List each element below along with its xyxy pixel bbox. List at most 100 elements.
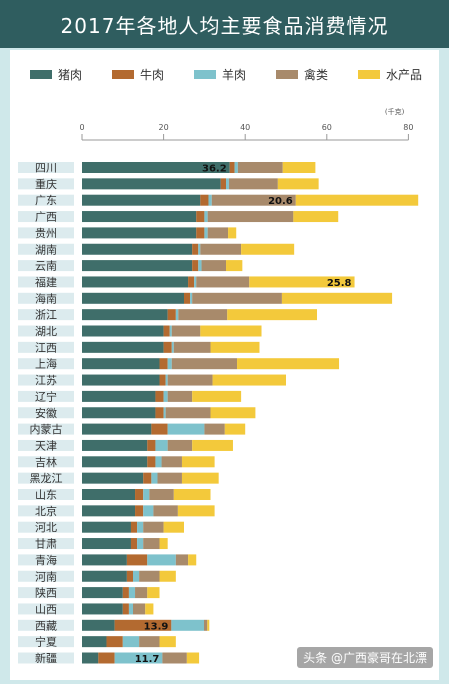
category-label-14: 江苏 [35, 374, 57, 387]
bar-2-1 [82, 178, 221, 190]
bar-21-4 [149, 489, 174, 500]
bar-26-4 [139, 570, 160, 582]
category-label-25: 青海 [35, 553, 57, 567]
bar-28-3 [128, 603, 133, 615]
legend-label-2: 牛肉 [140, 67, 164, 82]
bar-18-4 [167, 439, 193, 451]
category-label-22: 北京 [35, 504, 57, 518]
category-label-bg-11 [18, 325, 74, 337]
bar-30-1 [82, 636, 107, 648]
bar-18-2 [147, 439, 156, 451]
category-label-bg-15 [18, 390, 74, 402]
category-label-21: 山东 [35, 489, 57, 502]
category-label-29: 西藏 [35, 619, 57, 632]
bar-13-5 [237, 358, 340, 370]
bar-9-4 [192, 292, 282, 304]
bar-6-2 [192, 243, 199, 255]
bar-5-4 [207, 227, 229, 239]
category-label-bg-9 [18, 292, 74, 304]
category-label-19: 吉林 [35, 455, 57, 469]
bar-27-4 [135, 587, 148, 599]
bar-7-2 [192, 260, 199, 272]
bar-17-3 [167, 423, 205, 435]
category-label-bg-6 [18, 243, 74, 255]
bar-9-2 [184, 292, 191, 304]
data-label-3-4: 20.6 [268, 196, 293, 207]
category-label-26: 河南 [35, 570, 57, 583]
bar-14-3 [165, 374, 168, 386]
bar-3-1 [82, 194, 201, 206]
category-label-bg-30 [18, 636, 74, 648]
category-label-bg-21 [18, 489, 74, 500]
bar-27-5 [147, 587, 160, 599]
category-label-bg-18 [18, 439, 74, 451]
bar-30-3 [122, 636, 140, 648]
bar-5-1 [82, 227, 197, 239]
bar-7-3 [198, 260, 202, 272]
category-label-1: 四川 [35, 162, 57, 175]
category-label-6: 湖南 [35, 243, 57, 256]
bar-2-3 [226, 178, 229, 190]
category-label-bg-5 [18, 227, 74, 239]
legend-swatch-1 [30, 70, 52, 79]
bar-5-3 [204, 227, 208, 239]
data-label-8-5: 25.8 [327, 278, 352, 289]
bar-1-5 [282, 162, 316, 173]
legend-label-3: 羊肉 [222, 67, 246, 82]
bar-17-4 [204, 423, 225, 435]
bar-20-2 [143, 472, 152, 484]
bar-18-1 [82, 439, 148, 451]
bar-9-1 [82, 292, 184, 304]
category-label-15: 辽宁 [35, 389, 57, 403]
bar-15-1 [82, 390, 156, 402]
bar-31-5 [186, 652, 200, 664]
category-label-bg-20 [18, 472, 74, 484]
category-label-bg-23 [18, 521, 74, 533]
category-label-7: 云南 [35, 260, 57, 273]
bar-12-1 [82, 341, 164, 353]
bar-26-1 [82, 570, 127, 582]
bar-10-5 [227, 309, 318, 321]
bar-13-2 [159, 358, 168, 370]
bar-30-4 [139, 636, 160, 648]
bar-15-4 [167, 390, 193, 402]
bar-19-5 [181, 456, 215, 468]
bar-16-2 [155, 407, 164, 419]
category-label-bg-12 [18, 341, 74, 353]
bar-24-5 [159, 538, 168, 550]
bar-21-5 [173, 489, 211, 500]
bar-26-5 [159, 570, 176, 582]
category-label-20: 黑龙江 [30, 472, 63, 485]
bar-28-2 [122, 603, 129, 615]
category-label-10: 浙江 [35, 309, 57, 322]
category-label-bg-27 [18, 587, 74, 599]
category-label-12: 江西 [35, 341, 57, 354]
category-label-31: 新疆 [35, 651, 57, 665]
category-label-4: 广西 [35, 211, 57, 224]
category-label-bg-16 [18, 407, 74, 419]
category-label-23: 河北 [35, 521, 57, 534]
bar-26-2 [126, 570, 133, 582]
bar-20-3 [151, 472, 158, 484]
bar-12-2 [163, 341, 172, 353]
bar-20-1 [82, 472, 144, 484]
bar-16-4 [165, 407, 211, 419]
bar-10-2 [167, 309, 176, 321]
category-label-bg-24 [18, 538, 74, 550]
bar-10-1 [82, 309, 168, 321]
bar-8-5 [249, 276, 355, 288]
bar-30-2 [106, 636, 123, 648]
category-label-bg-7 [18, 260, 74, 272]
bar-11-4 [171, 325, 201, 337]
unit-label: (千克) [385, 107, 405, 116]
bar-22-3 [143, 505, 154, 517]
bar-23-1 [82, 521, 131, 533]
bar-24-4 [143, 538, 160, 550]
category-label-16: 安徽 [35, 406, 57, 420]
bar-2-5 [277, 178, 319, 190]
bar-14-5 [212, 374, 286, 386]
bar-27-1 [82, 587, 123, 599]
bar-14-4 [167, 374, 213, 386]
